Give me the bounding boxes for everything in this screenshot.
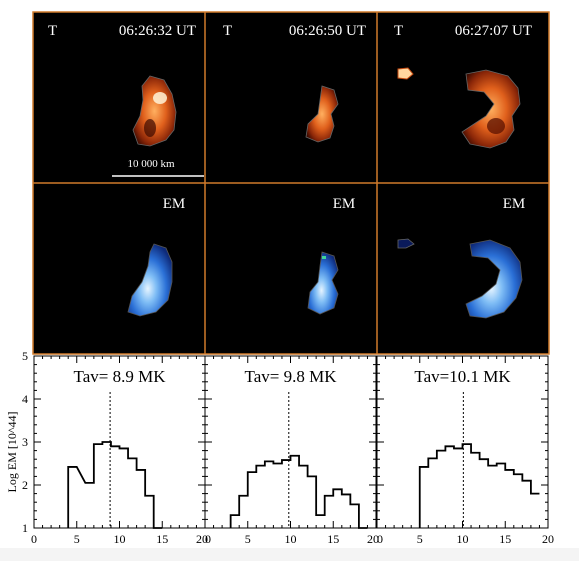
em-blob bbox=[308, 252, 338, 314]
panel-frame bbox=[32, 11, 550, 355]
em-label: EM bbox=[503, 196, 526, 212]
y-tick-label: 4 bbox=[22, 392, 28, 406]
em-histogram-line bbox=[418, 443, 540, 528]
x-tick-label: 20 bbox=[196, 532, 208, 546]
plot-title: Tav= 9.8 MK bbox=[245, 367, 338, 386]
temperature-blob-small bbox=[397, 67, 414, 80]
x-tick-label: 0 bbox=[377, 532, 383, 546]
temperature-map-3: T 06:27:07 UT bbox=[377, 12, 549, 183]
em-histogram-line bbox=[67, 441, 163, 529]
timestamp-label: 06:26:50 UT bbox=[289, 23, 366, 39]
timestamp-label: 06:26:32 UT bbox=[119, 23, 196, 39]
x-tick-label: 0 bbox=[205, 532, 211, 546]
plot-title: Tav=10.1 MK bbox=[414, 367, 511, 386]
x-tick-label: 0 bbox=[31, 532, 37, 546]
x-tick-label: 20 bbox=[542, 532, 554, 546]
em-map-3: EM bbox=[377, 183, 549, 354]
scale-bar-label: 10 000 km bbox=[127, 158, 175, 170]
x-tick-label: 15 bbox=[156, 532, 168, 546]
temperature-blob bbox=[133, 76, 176, 146]
temperature-blob bbox=[306, 86, 338, 142]
footer-band bbox=[0, 548, 579, 561]
temperature-label: T bbox=[48, 23, 57, 39]
y-tick-label: 2 bbox=[22, 478, 28, 492]
em-blob bbox=[128, 244, 172, 316]
y-tick-label: 1 bbox=[22, 521, 28, 535]
temperature-label: T bbox=[394, 23, 403, 39]
temperature-map-2: T 06:26:50 UT bbox=[205, 12, 377, 183]
em-label: EM bbox=[163, 196, 186, 212]
x-tick-label: 5 bbox=[74, 532, 80, 546]
image-maps: T 06:26:32 UT 10 000 km T 06:26:50 UT T … bbox=[32, 11, 550, 355]
x-tick-label: 5 bbox=[417, 532, 423, 546]
temperature-map-1: T 06:26:32 UT 10 000 km bbox=[33, 12, 205, 183]
x-tick-label: 15 bbox=[327, 532, 339, 546]
x-tick-label: 10 bbox=[457, 532, 469, 546]
y-tick-label: 5 bbox=[22, 349, 28, 363]
em-histogram-line bbox=[229, 454, 368, 529]
x-tick-label: 15 bbox=[499, 532, 511, 546]
em-blob bbox=[466, 240, 522, 318]
x-tick-label: 5 bbox=[245, 532, 251, 546]
x-tick-label: 10 bbox=[285, 532, 297, 546]
y-tick-label: 3 bbox=[22, 435, 28, 449]
temperature-label: T bbox=[223, 23, 232, 39]
timestamp-label: 06:27:07 UT bbox=[455, 23, 532, 39]
em-map-2: EM bbox=[205, 183, 377, 354]
em-label: EM bbox=[333, 196, 356, 212]
y-axis-label: Log EM [10^44] bbox=[5, 412, 19, 493]
x-tick-label: 20 bbox=[367, 532, 379, 546]
em-map-1: EM bbox=[33, 183, 205, 354]
x-tick-label: 10 bbox=[114, 532, 126, 546]
plot-title: Tav= 8.9 MK bbox=[74, 367, 167, 386]
em-blob-small bbox=[397, 238, 415, 249]
